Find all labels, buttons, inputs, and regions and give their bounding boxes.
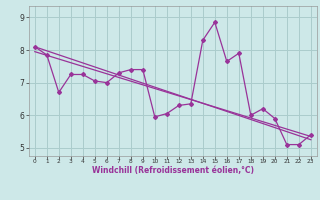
X-axis label: Windchill (Refroidissement éolien,°C): Windchill (Refroidissement éolien,°C)	[92, 166, 254, 175]
